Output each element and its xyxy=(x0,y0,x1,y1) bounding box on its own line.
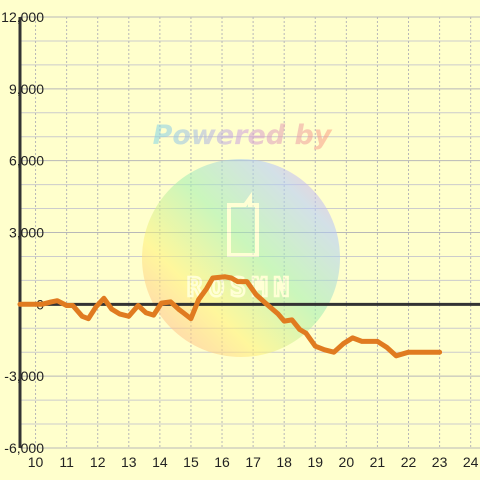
x-tick-label: 17 xyxy=(245,454,261,470)
x-tick-label: 18 xyxy=(276,454,292,470)
x-tick-label: 22 xyxy=(401,454,417,470)
y-tick-label: 3,000 xyxy=(9,225,44,241)
x-tick-label: 12 xyxy=(90,454,106,470)
x-tick-label: 13 xyxy=(121,454,137,470)
x-tick-label: 23 xyxy=(432,454,448,470)
watermark-powered-text: Powered by xyxy=(153,120,333,151)
y-tick-label: 9,000 xyxy=(9,81,44,97)
x-tick-label: 24 xyxy=(463,454,479,470)
x-tick-labels: 10 11 12 13 14 15 16 17 18 19 20 21 22 23 24 xyxy=(28,454,479,470)
x-tick-label: 14 xyxy=(152,454,168,470)
x-tick-label: 16 xyxy=(214,454,230,470)
watermark-brand-text: ROSMN xyxy=(187,273,295,303)
grid-major-lines xyxy=(20,16,480,449)
x-tick-label: 11 xyxy=(59,454,74,470)
x-tick-label: 21 xyxy=(370,454,386,470)
watermark: Powered by ROSMN xyxy=(142,120,340,357)
x-tick-label: 20 xyxy=(339,454,355,470)
x-tick-label: 15 xyxy=(183,454,199,470)
series-line xyxy=(17,274,443,359)
watermark-logo-icon xyxy=(227,191,259,257)
y-tick-label: -6,000 xyxy=(4,440,44,456)
x-tick-label: 19 xyxy=(307,454,323,470)
watermark-circle xyxy=(142,159,340,357)
series-group xyxy=(17,274,443,359)
x-tick-label: 10 xyxy=(28,454,44,470)
y-tick-label: 6,000 xyxy=(9,153,44,169)
y-tick-label: 12,000 xyxy=(1,9,44,25)
y-tick-label: -3,000 xyxy=(4,368,44,384)
